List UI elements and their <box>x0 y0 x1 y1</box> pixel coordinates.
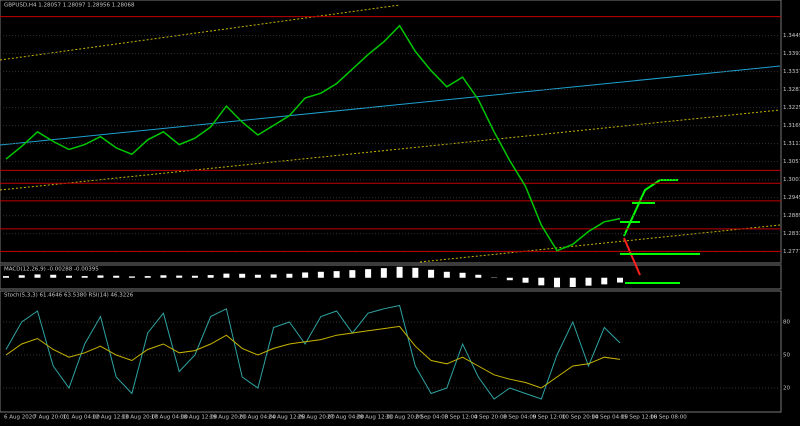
stoch-panel <box>0 291 781 412</box>
macd-bar <box>66 276 72 278</box>
macd-bar <box>255 275 261 278</box>
macd-bar <box>97 275 103 277</box>
y-tick-label: 1.33930 <box>783 51 800 57</box>
y-tick-label: 1.29450 <box>783 195 800 201</box>
macd-bar <box>349 270 355 278</box>
trend-line <box>420 225 780 262</box>
macd-bar <box>34 274 40 277</box>
y-tick-label: 1.32250 <box>783 105 800 111</box>
macd-bar <box>617 278 623 283</box>
x-tick-label: 16 Sep 08:00 <box>650 415 687 421</box>
y-tick-label: 1.32810 <box>783 87 800 93</box>
macd-bar <box>334 271 340 278</box>
y-tick-label: 1.34490 <box>783 33 800 39</box>
chart-title: GBPUSD,H4 1.28057 1.28097 1.28956 1.2806… <box>4 3 135 9</box>
y-tick-label: 1.30570 <box>783 159 800 165</box>
macd-bar <box>428 270 434 278</box>
macd-bar <box>113 276 119 278</box>
indicator-line <box>6 326 620 388</box>
macd-bar <box>271 274 277 277</box>
macd-bar <box>412 268 418 278</box>
macd-bar <box>239 274 245 278</box>
stoch-title: Stoch(5,3,3) 61.4646 63.5380 RSI(14) 46.… <box>4 293 134 299</box>
macd-bar <box>570 278 576 287</box>
macd-bar <box>523 278 529 283</box>
y-tick-label: 50 <box>783 353 790 359</box>
trend-line <box>0 110 780 190</box>
y-tick-label: 1.31130 <box>783 141 800 147</box>
macd-bar <box>129 276 135 277</box>
indicator-line <box>6 306 620 400</box>
macd-bar <box>507 278 513 280</box>
y-tick-label: 1.28890 <box>783 213 800 219</box>
y-tick-label: 80 <box>783 320 790 326</box>
macd-bar <box>554 278 560 288</box>
macd-bar <box>302 272 308 277</box>
macd-bar <box>381 268 387 278</box>
x-tick-label: 6 Aug 2020 <box>4 415 36 421</box>
macd-bar <box>82 276 88 278</box>
y-tick-label: 1.28330 <box>783 231 800 237</box>
macd-bar <box>176 276 182 278</box>
macd-bar <box>475 275 481 278</box>
y-tick-label: 1.27770 <box>783 249 800 255</box>
macd-bar <box>50 275 56 278</box>
macd-bar <box>286 274 292 278</box>
macd-bar <box>538 278 544 286</box>
macd-bar <box>460 273 466 278</box>
macd-bar <box>601 278 607 285</box>
price-line <box>6 26 620 251</box>
macd-bar <box>160 275 166 277</box>
macd-bar <box>3 276 9 278</box>
trend-line <box>0 5 400 60</box>
forecast-arrows <box>620 180 700 283</box>
macd-bar <box>586 278 592 286</box>
macd-bar <box>192 276 198 278</box>
y-tick-label: 1.33370 <box>783 69 800 75</box>
macd-bar <box>444 272 450 278</box>
y-tick-label: 20 <box>783 386 790 392</box>
macd-bar <box>397 267 403 278</box>
macd-bar <box>208 275 214 278</box>
macd-bar <box>19 275 25 277</box>
trend-line <box>0 66 780 145</box>
y-tick-label: 1.30010 <box>783 177 800 183</box>
y-tick-label: 1.31690 <box>783 123 800 129</box>
macd-bar <box>365 269 371 278</box>
macd-bar <box>318 272 324 278</box>
macd-title: MACD(12,26,9) -0.00288 -0.00395 <box>4 267 99 273</box>
main-panel <box>0 0 781 263</box>
macd-bar <box>145 276 151 278</box>
macd-bar <box>223 274 229 278</box>
